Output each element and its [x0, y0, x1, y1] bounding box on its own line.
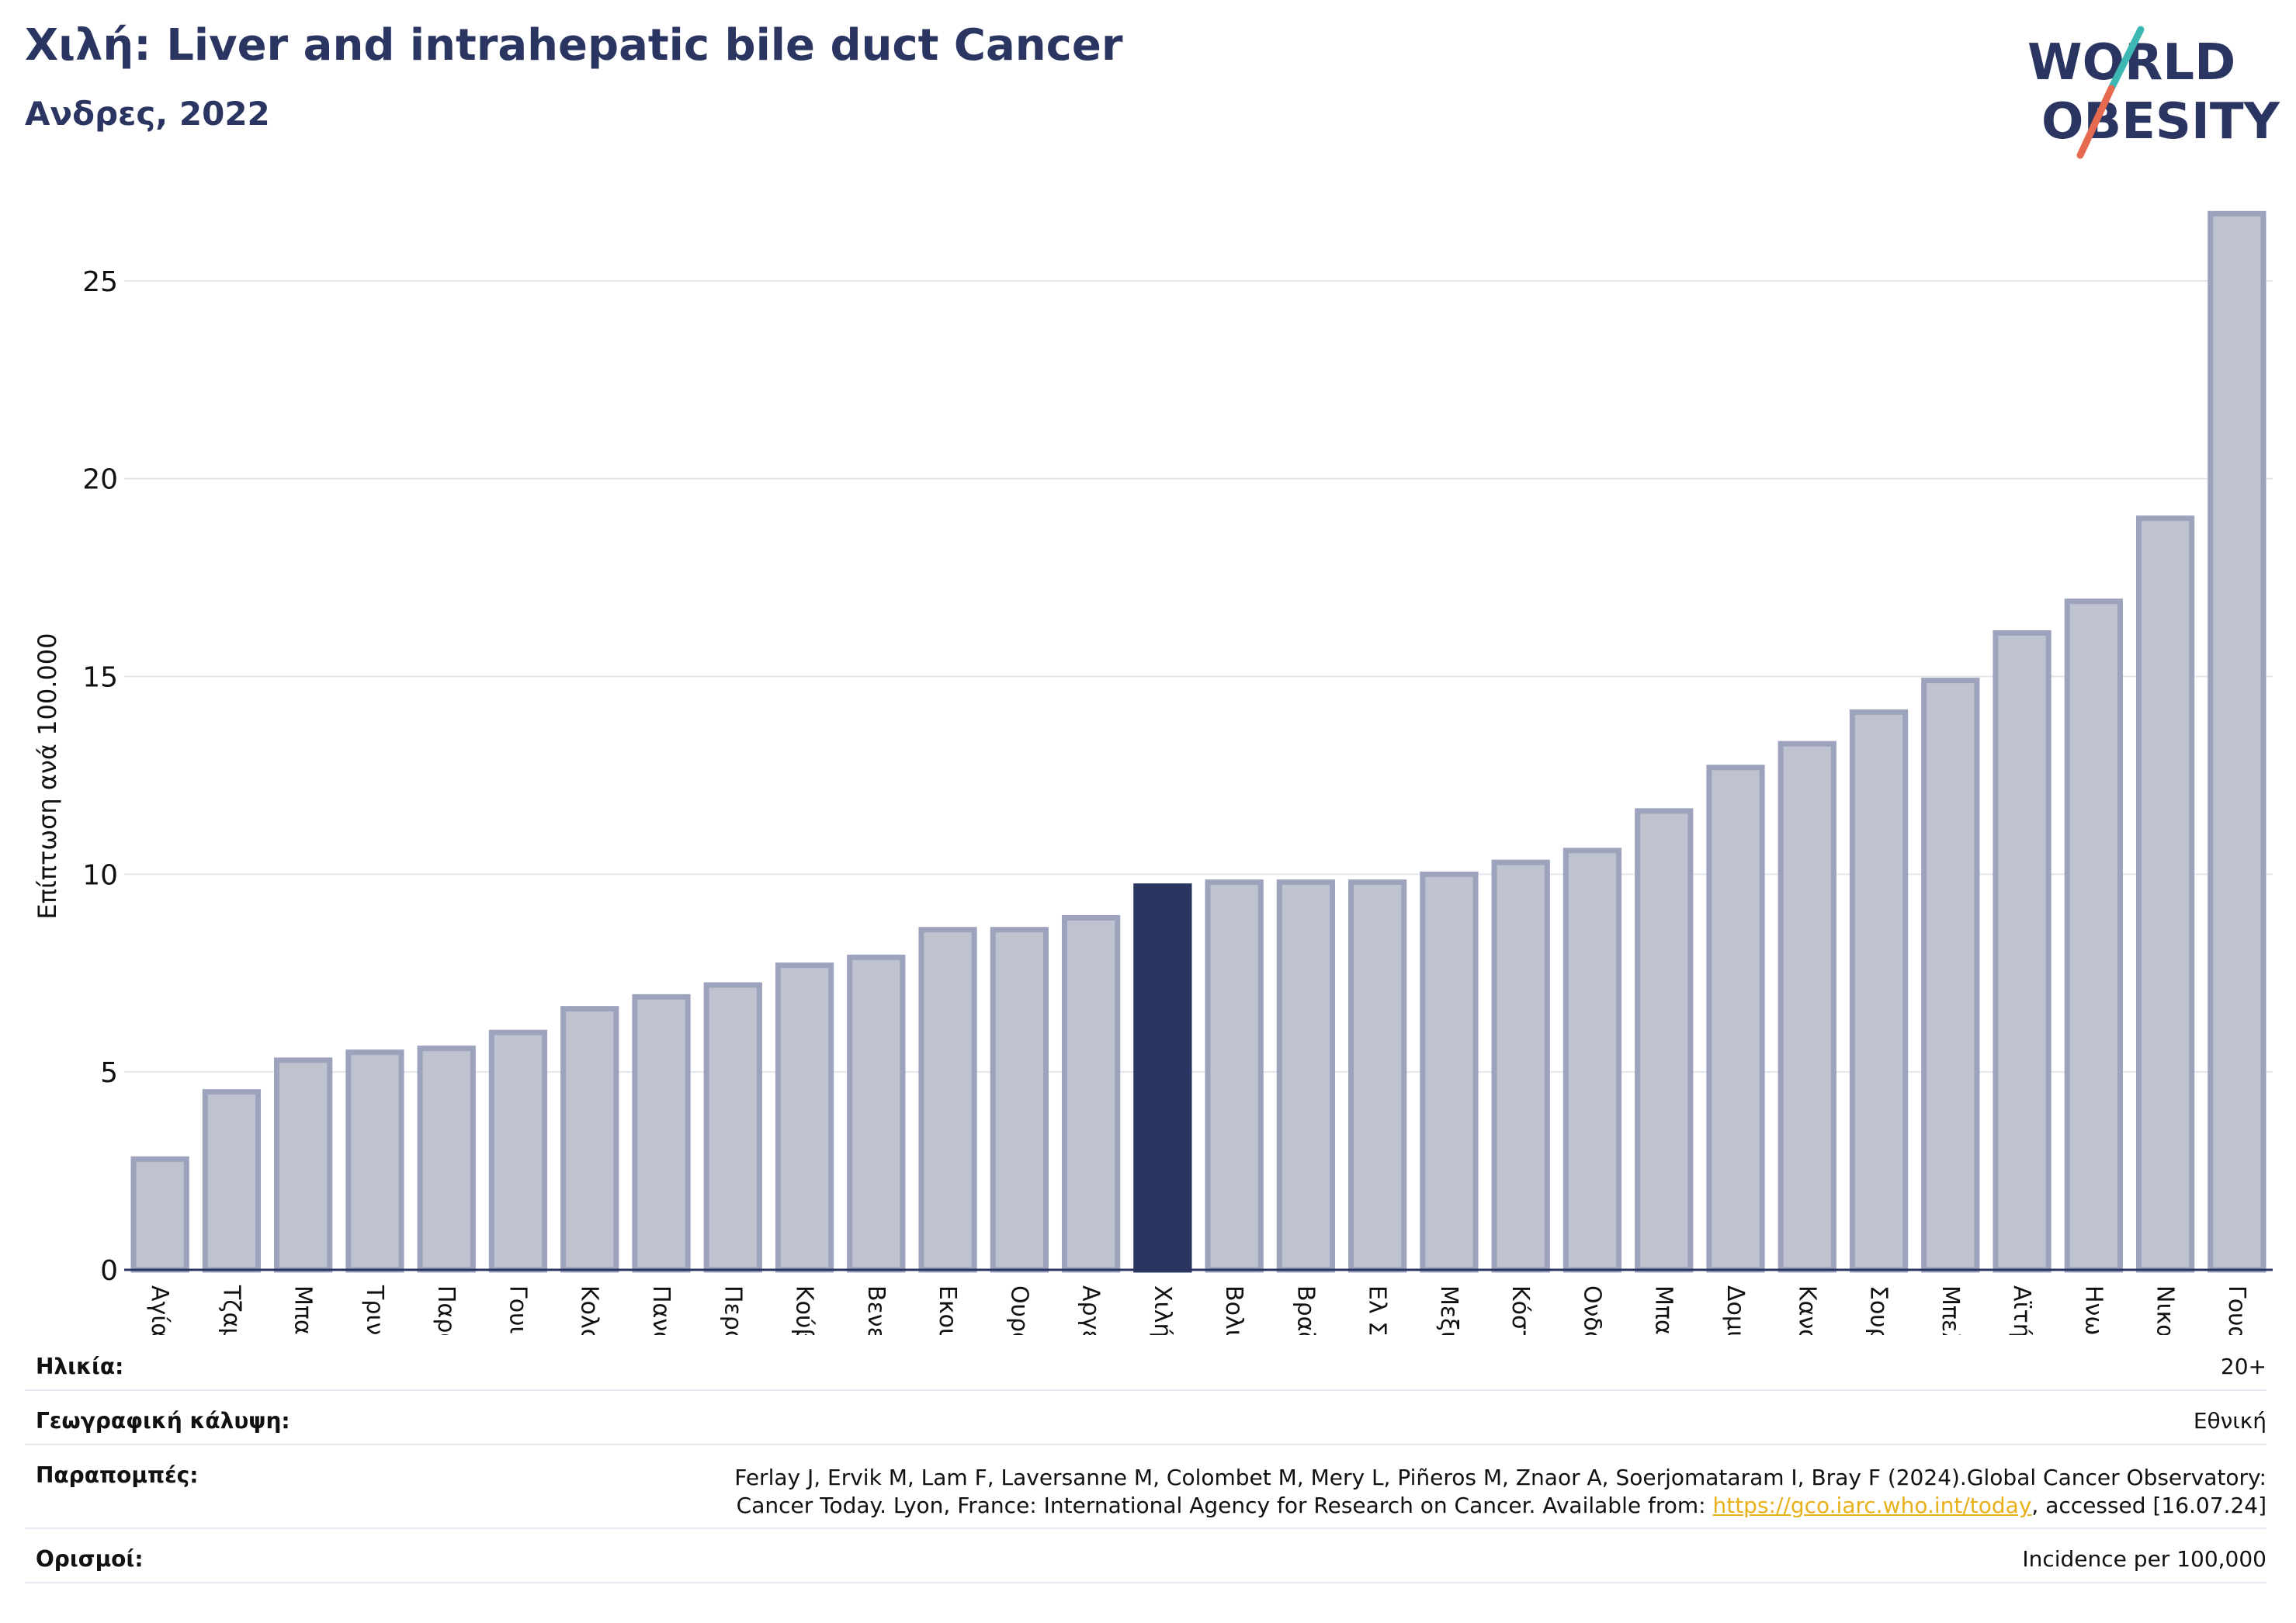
bar-10[interactable]	[775, 962, 834, 1273]
bar-17[interactable]	[1276, 879, 1336, 1273]
logo-line2: OBESITY	[2041, 93, 2280, 151]
x-tick-label: Μπελίζ	[1937, 1285, 1964, 1335]
references-line2-pre: Cancer Today. Lyon, France: Internationa…	[736, 1493, 1713, 1518]
bar-2[interactable]	[202, 1089, 262, 1273]
logo-slash-coral	[2076, 85, 2115, 159]
y-tick-label: 15	[82, 662, 118, 694]
x-tick-label: Τζαμάικα	[217, 1285, 245, 1335]
bar-14[interactable]	[1061, 914, 1121, 1273]
x-tick-label: Ελ Σαλβαδόρ	[1364, 1285, 1391, 1335]
x-tick-label: Δομινικανή Δημοκρατία	[1722, 1285, 1749, 1335]
bar-16[interactable]	[1205, 879, 1264, 1273]
bar-3[interactable]	[274, 1057, 333, 1273]
bar-20[interactable]	[1491, 859, 1550, 1273]
grid-lines	[124, 279, 2273, 1073]
bar-28[interactable]	[2064, 598, 2123, 1273]
bar-5[interactable]	[417, 1046, 476, 1273]
age-value: 20+	[2220, 1354, 2267, 1379]
x-ticks: Αγία Λουκία Τζαμάικα Μπαρμπάντος Τρινιντάντ…	[146, 1285, 2250, 1335]
x-tick-label: Ονδούρα	[1578, 1285, 1605, 1335]
x-tick-label: Νικαράγουα	[2152, 1285, 2179, 1335]
bar-8[interactable]	[632, 994, 691, 1273]
references-line2: Cancer Today. Lyon, France: Internationa…	[734, 1492, 2267, 1520]
meta-row-age: Ηλικία: 20+	[25, 1337, 2267, 1391]
definitions-label: Ορισμοί:	[36, 1546, 144, 1572]
x-tick-label: Περού	[719, 1285, 746, 1335]
y-tick-label: 20	[82, 464, 118, 496]
references-line1: Ferlay J, Ervik M, Lam F, Laversanne M, …	[734, 1465, 2267, 1490]
y-axis-label: Επίπτωση ανά 100.000	[33, 633, 62, 920]
coverage-label: Γεωγραφική κάλυψη:	[36, 1408, 290, 1434]
x-tick-label: Γουατεμάλα	[2223, 1285, 2250, 1335]
x-tick-label: Μεξικό	[1435, 1285, 1462, 1335]
bar-22[interactable]	[1635, 808, 1694, 1273]
bar-13[interactable]	[990, 927, 1049, 1273]
x-tick-label: Τρινιντάντ και Τομπάγκο	[361, 1285, 388, 1335]
bar-23[interactable]	[1706, 765, 1765, 1273]
x-tick-label: Κούβα	[791, 1285, 818, 1335]
logo-slash-teal	[2107, 26, 2145, 92]
bar-15[interactable]	[1133, 883, 1192, 1273]
chart-title: Χιλή: Liver and intrahepatic bile duct C…	[25, 20, 1123, 71]
bar-19[interactable]	[1420, 871, 1479, 1273]
bar-21[interactable]	[1562, 848, 1622, 1273]
bars	[130, 210, 2267, 1273]
references-line2-post: , accessed [16.07.24]	[2031, 1493, 2267, 1518]
x-tick-label: Αργεντινή	[1077, 1285, 1105, 1335]
y-tick-label: 10	[82, 859, 118, 891]
y-ticks: 0 5 10 15 20 25	[82, 266, 118, 1287]
world-obesity-logo: WORLD OBESITY	[2027, 26, 2280, 159]
bar-25[interactable]	[1849, 709, 1909, 1273]
x-tick-label: Ουρουγουάη	[1005, 1285, 1032, 1335]
age-label: Ηλικία:	[36, 1354, 124, 1379]
x-tick-label: Ηνωμένες Πολιτείες	[2079, 1285, 2107, 1335]
x-tick-label: Βενεζουέλα	[862, 1285, 890, 1335]
meta-row-references: Παραπομπές: Ferlay J, Ervik M, Lam F, La…	[25, 1445, 2267, 1529]
bar-1[interactable]	[130, 1156, 189, 1273]
references-link[interactable]: https://gco.iarc.who.int/today	[1712, 1493, 2032, 1518]
x-tick-label: Βραζιλία	[1292, 1285, 1319, 1335]
definitions-value: Incidence per 100,000	[2022, 1546, 2267, 1572]
x-tick-label: Καναδάς	[1793, 1285, 1820, 1335]
x-tick-label: Κόστα Ρίκα	[1507, 1285, 1534, 1335]
x-tick-label: Σουρινάμ	[1865, 1285, 1892, 1335]
bar-27[interactable]	[1993, 629, 2051, 1273]
bar-chart: 0 5 10 15 20 25 Αγία Λουκία Τζαμάικα Μπαρμπάντο…	[33, 210, 2273, 1335]
chart-subtitle: Ανδρες, 2022	[25, 95, 270, 133]
meta-row-coverage: Γεωγραφική κάλυψη: Εθνική	[25, 1391, 2267, 1445]
x-tick-label: Εκουαδόρ	[934, 1285, 961, 1335]
x-tick-label: Κολομβία	[576, 1285, 603, 1335]
bar-29[interactable]	[2135, 515, 2195, 1273]
bar-24[interactable]	[1777, 740, 1836, 1273]
y-tick-label: 5	[100, 1057, 118, 1089]
y-tick-label: 0	[100, 1255, 118, 1287]
meta-row-definitions: Ορισμοί: Incidence per 100,000	[25, 1529, 2267, 1583]
x-tick-label: Παναμάς	[647, 1285, 675, 1335]
x-tick-label: Μπαχάμες	[1650, 1285, 1677, 1335]
bar-4[interactable]	[345, 1049, 404, 1273]
bar-11[interactable]	[847, 954, 906, 1273]
bar-9[interactable]	[703, 982, 762, 1273]
x-tick-label: Γουιάνα	[504, 1285, 531, 1335]
x-tick-label: Χιλή	[1149, 1285, 1176, 1335]
x-tick-label: Βολιβία	[1220, 1285, 1247, 1335]
bar-26[interactable]	[1921, 678, 1980, 1273]
y-tick-label: 25	[82, 266, 118, 298]
bar-12[interactable]	[918, 927, 977, 1273]
bar-6[interactable]	[488, 1029, 548, 1273]
coverage-value: Εθνική	[2193, 1408, 2267, 1434]
references-value: Ferlay J, Ervik M, Lam F, Laversanne M, …	[734, 1464, 2267, 1520]
x-tick-label: Μπαρμπάντος	[290, 1285, 317, 1335]
x-tick-label: Αγία Λουκία	[146, 1285, 173, 1335]
x-tick-label: Αϊτή	[2008, 1285, 2035, 1335]
bar-7[interactable]	[560, 1006, 619, 1273]
x-tick-label: Παραγουάη	[432, 1285, 460, 1335]
bar-18[interactable]	[1348, 879, 1407, 1273]
references-label: Παραπομπές:	[36, 1462, 199, 1488]
bar-30[interactable]	[2208, 210, 2267, 1273]
